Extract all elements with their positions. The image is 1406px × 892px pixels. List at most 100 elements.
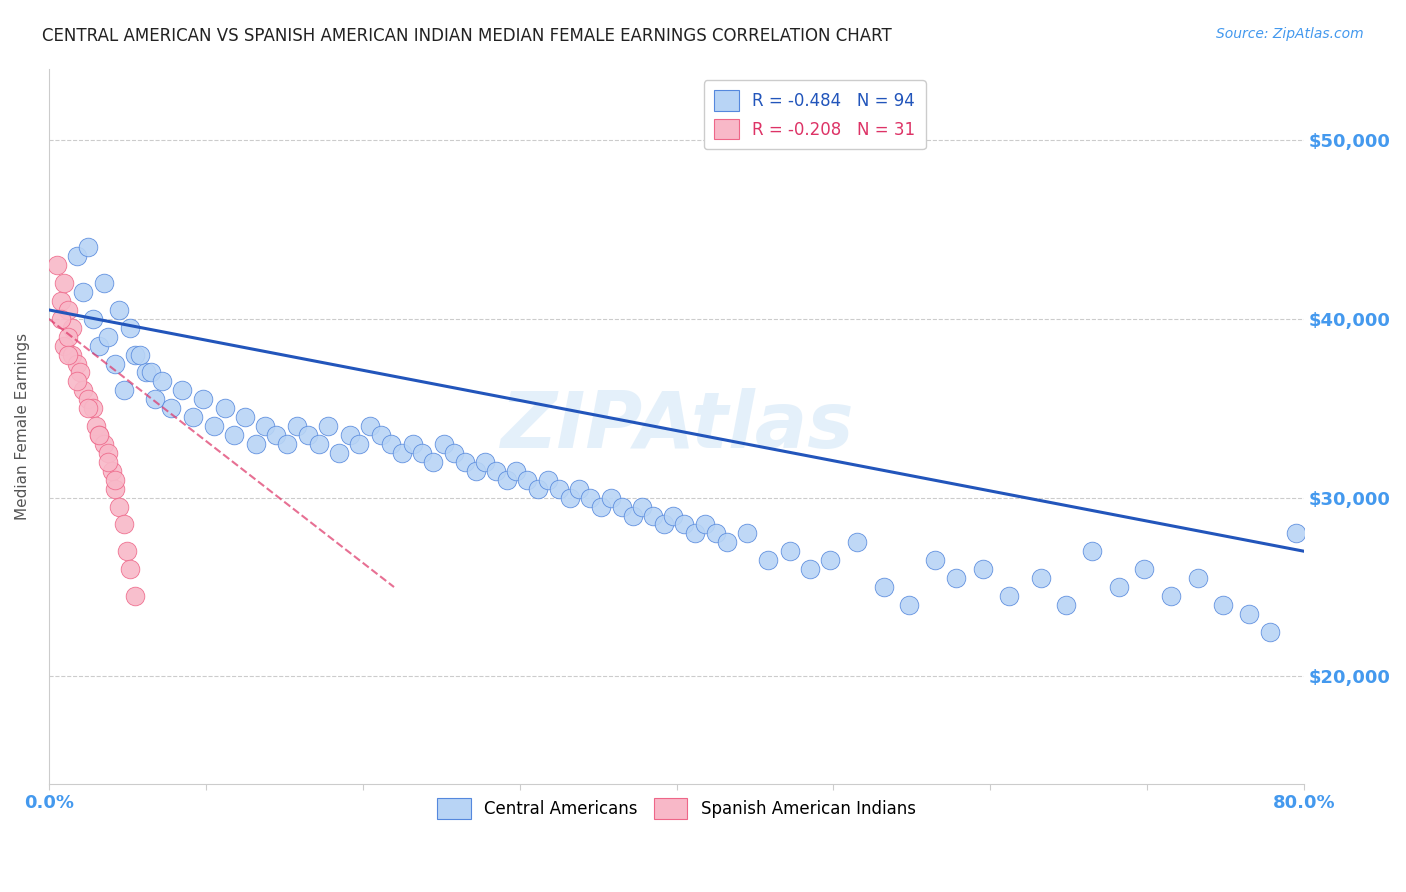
Point: [115, 544, 138, 558]
Point: [505, 464, 527, 478]
Point: [97, 455, 120, 469]
Text: Source: ZipAtlas.com: Source: ZipAtlas.com: [1216, 27, 1364, 41]
Point: [51, 311, 73, 326]
Point: [84, 419, 107, 434]
Point: [276, 437, 298, 451]
Point: [72, 384, 94, 398]
Point: [453, 455, 475, 469]
Point: [621, 508, 644, 523]
Point: [652, 517, 675, 532]
Point: [145, 392, 167, 407]
Point: [685, 526, 707, 541]
Point: [266, 428, 288, 442]
Point: [496, 473, 519, 487]
Point: [51, 293, 73, 308]
Point: [422, 455, 444, 469]
Point: [93, 437, 115, 451]
Point: [735, 526, 758, 541]
Point: [60, 348, 83, 362]
Point: [673, 517, 696, 532]
Point: [799, 562, 821, 576]
Point: [285, 419, 308, 434]
Point: [56, 348, 79, 362]
Point: [1108, 580, 1130, 594]
Point: [45, 258, 67, 272]
Point: [82, 401, 104, 416]
Point: [104, 357, 127, 371]
Point: [60, 320, 83, 334]
Point: [100, 464, 122, 478]
Point: [998, 589, 1021, 603]
Point: [972, 562, 994, 576]
Point: [222, 428, 245, 442]
Point: [380, 437, 402, 451]
Point: [56, 302, 79, 317]
Point: [359, 419, 381, 434]
Point: [631, 500, 654, 514]
Point: [66, 357, 89, 371]
Point: [82, 311, 104, 326]
Point: [474, 455, 496, 469]
Point: [391, 446, 413, 460]
Point: [104, 482, 127, 496]
Point: [693, 517, 716, 532]
Point: [181, 410, 204, 425]
Point: [527, 482, 550, 496]
Legend: Central Americans, Spanish American Indians: Central Americans, Spanish American Indi…: [430, 792, 922, 825]
Point: [69, 366, 91, 380]
Point: [202, 419, 225, 434]
Point: [349, 437, 371, 451]
Point: [443, 446, 465, 460]
Point: [516, 473, 538, 487]
Point: [254, 419, 277, 434]
Point: [214, 401, 236, 416]
Point: [56, 329, 79, 343]
Point: [93, 276, 115, 290]
Point: [87, 339, 110, 353]
Point: [1133, 562, 1156, 576]
Point: [558, 491, 581, 505]
Point: [53, 339, 76, 353]
Point: [1187, 571, 1209, 585]
Point: [704, 526, 727, 541]
Point: [945, 571, 967, 585]
Point: [97, 446, 120, 460]
Point: [464, 464, 486, 478]
Point: [87, 428, 110, 442]
Point: [72, 285, 94, 299]
Point: [104, 473, 127, 487]
Point: [328, 446, 350, 460]
Point: [610, 500, 633, 514]
Point: [120, 320, 142, 334]
Point: [191, 392, 214, 407]
Point: [1081, 544, 1104, 558]
Point: [433, 437, 456, 451]
Point: [77, 392, 100, 407]
Point: [537, 473, 560, 487]
Point: [924, 553, 946, 567]
Point: [1029, 571, 1052, 585]
Text: ZIPAtlas: ZIPAtlas: [499, 388, 853, 464]
Point: [124, 348, 146, 362]
Point: [297, 428, 319, 442]
Point: [599, 491, 621, 505]
Point: [411, 446, 433, 460]
Point: [87, 428, 110, 442]
Point: [1258, 624, 1281, 639]
Point: [245, 437, 267, 451]
Point: [779, 544, 801, 558]
Point: [128, 348, 150, 362]
Point: [172, 384, 194, 398]
Point: [756, 553, 779, 567]
Point: [662, 508, 685, 523]
Point: [897, 598, 920, 612]
Point: [716, 535, 738, 549]
Point: [77, 240, 100, 254]
Point: [108, 500, 131, 514]
Y-axis label: Median Female Earnings: Median Female Earnings: [15, 333, 30, 520]
Point: [66, 375, 89, 389]
Point: [1054, 598, 1077, 612]
Point: [339, 428, 361, 442]
Point: [591, 500, 613, 514]
Point: [1285, 526, 1308, 541]
